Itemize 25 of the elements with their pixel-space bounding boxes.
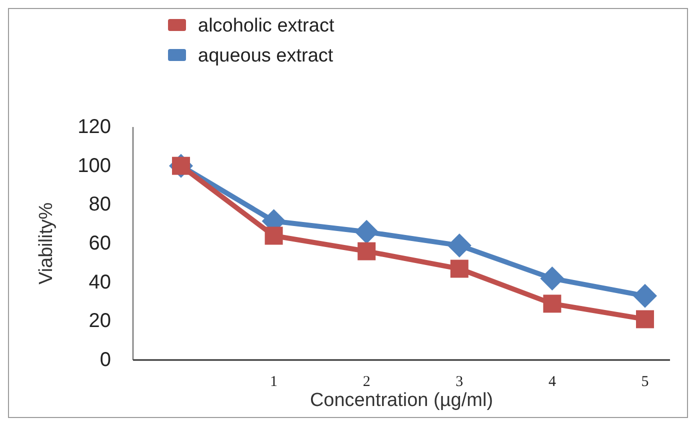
- y-axis-title: Viability%: [36, 202, 57, 285]
- point: [264, 226, 283, 245]
- y-tick-label: 20: [88, 310, 111, 332]
- point: [633, 284, 657, 308]
- x-tick-label: 5: [641, 374, 649, 390]
- legend-label: aqueous extract: [198, 46, 334, 66]
- point: [447, 233, 472, 258]
- point: [636, 310, 654, 328]
- x-tick-label: 2: [362, 374, 370, 390]
- point: [354, 220, 379, 244]
- point: [358, 242, 376, 260]
- x-tick-label: 1: [270, 374, 278, 390]
- y-tick-label: 80: [88, 194, 111, 216]
- y-tick-label: 60: [88, 232, 111, 254]
- point: [543, 294, 562, 313]
- x-axis-title: Concentration (µg/ml): [310, 390, 494, 411]
- x-tick-label: 3: [456, 374, 464, 390]
- y-tick-label: 100: [78, 154, 111, 177]
- point: [540, 266, 564, 290]
- legend-label: alcoholic extract: [198, 16, 335, 36]
- y-tick-label: 40: [88, 271, 111, 294]
- point: [450, 260, 468, 278]
- y-tick-label: 0: [100, 349, 111, 371]
- y-tick-label: 120: [78, 116, 111, 138]
- x-tick-label: 4: [548, 374, 556, 390]
